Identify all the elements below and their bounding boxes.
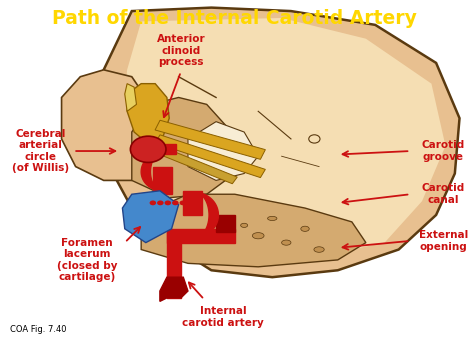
Polygon shape (160, 277, 188, 302)
Circle shape (157, 201, 164, 205)
Text: Anterior
clinoid
process: Anterior clinoid process (156, 34, 205, 67)
Polygon shape (94, 8, 459, 277)
Ellipse shape (135, 138, 161, 161)
Text: Carotid
groove: Carotid groove (421, 140, 465, 162)
Polygon shape (62, 70, 160, 180)
Ellipse shape (252, 232, 264, 239)
Text: Internal
carotid artery: Internal carotid artery (182, 306, 264, 328)
Polygon shape (216, 215, 235, 232)
Circle shape (130, 136, 166, 162)
Polygon shape (195, 193, 219, 237)
Polygon shape (132, 98, 235, 198)
Polygon shape (153, 167, 172, 194)
Polygon shape (155, 120, 265, 159)
Text: Cerebral
arterial
circle
(of Willis): Cerebral arterial circle (of Willis) (12, 129, 69, 174)
Polygon shape (125, 84, 137, 111)
Polygon shape (127, 84, 169, 146)
Polygon shape (188, 122, 258, 180)
Text: External
opening: External opening (419, 230, 468, 252)
Circle shape (187, 201, 193, 205)
Text: Carotid
canal: Carotid canal (421, 184, 465, 205)
Ellipse shape (267, 217, 277, 220)
Polygon shape (122, 18, 446, 256)
Circle shape (150, 201, 156, 205)
Text: Path of the Internal Carotid Artery: Path of the Internal Carotid Artery (52, 9, 417, 28)
Ellipse shape (301, 226, 309, 231)
Ellipse shape (282, 240, 291, 245)
Polygon shape (141, 144, 176, 154)
Circle shape (164, 201, 171, 205)
Circle shape (180, 201, 186, 205)
Polygon shape (183, 191, 202, 215)
Polygon shape (155, 135, 265, 178)
Polygon shape (122, 191, 179, 243)
Ellipse shape (314, 247, 324, 252)
Ellipse shape (241, 223, 247, 227)
Polygon shape (155, 146, 237, 184)
Polygon shape (141, 153, 162, 191)
Text: Foramen
lacerum
(closed by
cartilage): Foramen lacerum (closed by cartilage) (57, 237, 118, 282)
Circle shape (172, 201, 179, 205)
Polygon shape (167, 229, 235, 243)
Polygon shape (141, 194, 366, 267)
Text: COA Fig. 7.40: COA Fig. 7.40 (10, 325, 66, 334)
